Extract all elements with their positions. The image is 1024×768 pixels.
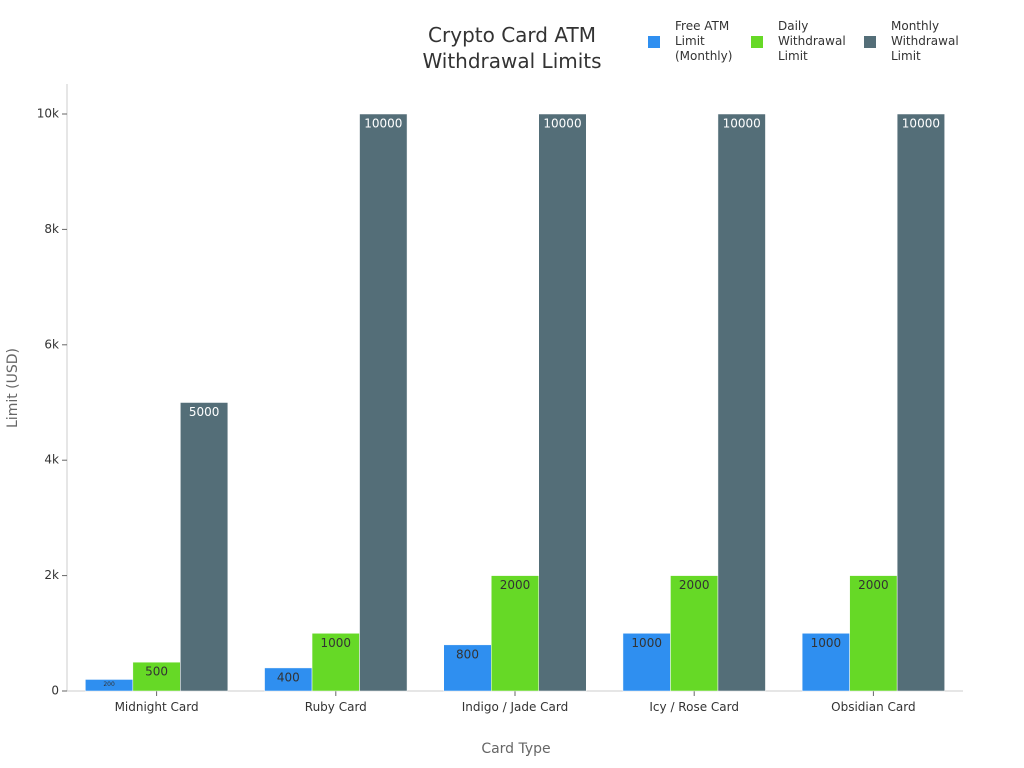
bar	[670, 575, 719, 692]
value-label: 10000	[543, 117, 581, 131]
bar	[538, 113, 587, 692]
value-label: 800	[456, 647, 479, 661]
x-tick-label: Ruby Card	[304, 700, 367, 714]
bar	[180, 402, 229, 692]
value-label: 10000	[723, 117, 761, 131]
value-label: 400	[277, 670, 300, 684]
legend-label: Monthly Withdrawal Limit	[891, 19, 959, 63]
bar	[849, 575, 898, 692]
bar	[359, 113, 408, 692]
y-axis-label: Limit (USD)	[5, 348, 21, 428]
bar	[132, 661, 181, 692]
bar	[896, 113, 945, 692]
x-tick-label: Icy / Rose Card	[649, 700, 739, 714]
y-tick-label: 4k	[44, 453, 59, 467]
value-label: 2000	[679, 578, 710, 592]
bar	[443, 644, 492, 692]
y-tick-label: 0	[51, 684, 59, 698]
bar	[717, 113, 766, 692]
y-tick-label: 2k	[44, 568, 59, 582]
legend-swatch	[751, 36, 763, 48]
legend-label: Free ATM Limit (Monthly)	[675, 19, 733, 63]
value-label: 1000	[631, 636, 662, 650]
bar	[491, 575, 539, 692]
value-label: 10000	[364, 117, 402, 131]
y-tick-label: 6k	[44, 337, 59, 351]
value-label: 200	[103, 681, 115, 688]
legend-label: Daily Withdrawal Limit	[778, 19, 846, 63]
value-label: 5000	[189, 405, 220, 419]
x-tick-label: Obsidian Card	[831, 700, 916, 714]
value-label: 1000	[811, 636, 842, 650]
bar	[622, 633, 671, 692]
y-tick-label: 10k	[37, 107, 59, 121]
value-label: 1000	[321, 636, 352, 650]
x-axis-label: Card Type	[481, 741, 551, 757]
value-label: 500	[145, 665, 168, 679]
value-label: 10000	[902, 117, 940, 131]
bar	[801, 633, 850, 692]
legend-swatch	[648, 36, 660, 48]
legend-swatch	[864, 36, 876, 48]
value-label: 2000	[500, 578, 531, 592]
value-label: 2000	[858, 578, 889, 592]
bar	[311, 633, 360, 692]
x-tick-label: Midnight Card	[114, 700, 199, 714]
y-tick-label: 8k	[44, 222, 59, 236]
x-tick-label: Indigo / Jade Card	[461, 700, 569, 714]
chart-title: Crypto Card ATM Withdrawal Limits	[422, 23, 602, 73]
